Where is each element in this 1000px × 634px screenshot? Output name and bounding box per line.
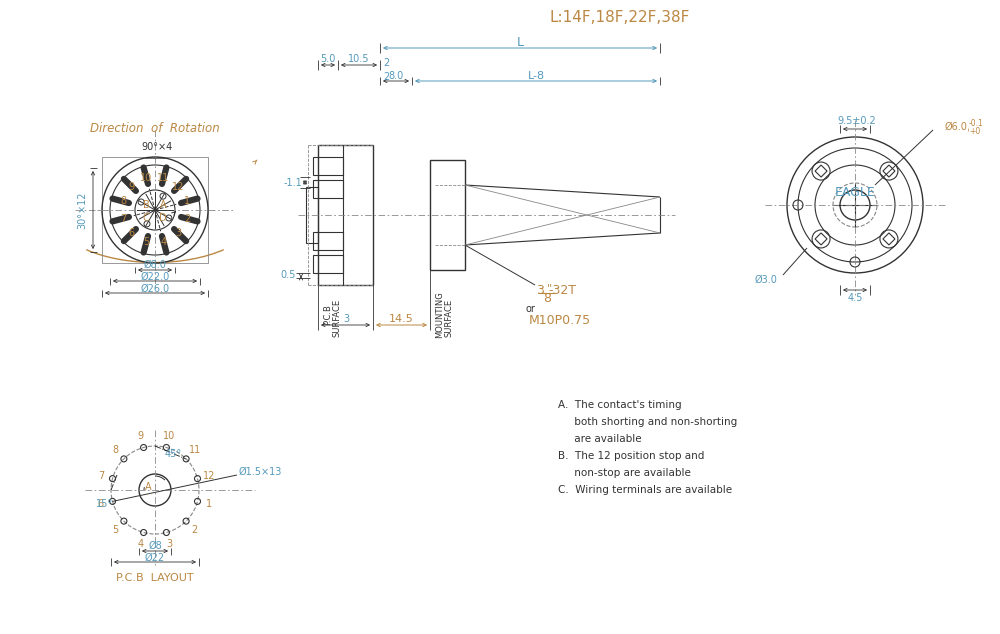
Text: ": "	[547, 283, 553, 293]
Text: 6: 6	[129, 228, 135, 238]
Text: 90°×4: 90°×4	[141, 142, 173, 152]
Text: C.  Wiring terminals are available: C. Wiring terminals are available	[558, 485, 732, 495]
Text: -0.1: -0.1	[969, 119, 984, 129]
Text: 5: 5	[112, 524, 119, 534]
Text: 2: 2	[191, 524, 198, 534]
Bar	[313, 157, 343, 175]
Text: 6: 6	[98, 500, 104, 510]
Text: Ø8: Ø8	[148, 541, 162, 551]
Text: L: L	[516, 36, 524, 48]
Text: Ø26.0: Ø26.0	[140, 284, 170, 294]
Text: 1: 1	[206, 500, 212, 510]
Text: 4.5: 4.5	[847, 293, 863, 303]
Text: Ø3.0: Ø3.0	[754, 275, 777, 285]
Text: Direction  of  Rotation: Direction of Rotation	[90, 122, 220, 134]
Text: 9: 9	[137, 431, 144, 441]
Text: -1.1: -1.1	[284, 178, 302, 188]
Text: 4: 4	[137, 539, 144, 549]
Text: MOUNTING: MOUNTING	[436, 292, 444, 339]
Text: 10: 10	[140, 173, 153, 183]
Bar	[313, 255, 343, 273]
Text: 7: 7	[120, 214, 126, 224]
Text: Ø6.0: Ø6.0	[945, 122, 968, 132]
Text: 8: 8	[543, 292, 551, 304]
Text: A.  The contact's timing: A. The contact's timing	[558, 400, 682, 410]
Text: 9.5±0.2: 9.5±0.2	[838, 116, 876, 126]
Bar	[318, 145, 373, 285]
Text: 0.5: 0.5	[280, 270, 296, 280]
Text: +0: +0	[969, 127, 980, 136]
Text: 14.5: 14.5	[389, 314, 413, 324]
Text: 8: 8	[120, 197, 126, 207]
Bar	[313, 180, 343, 198]
Text: L:14F,18F,22F,38F: L:14F,18F,22F,38F	[550, 11, 690, 25]
Text: 11: 11	[188, 446, 201, 455]
Text: 10.5: 10.5	[348, 54, 370, 64]
Text: non-stop are available: non-stop are available	[558, 468, 691, 478]
Bar	[430, 160, 465, 270]
Text: SURFACE: SURFACE	[444, 299, 454, 337]
Text: 8: 8	[112, 446, 118, 455]
Text: 7: 7	[98, 470, 104, 481]
Text: SURFACE: SURFACE	[332, 299, 342, 337]
Text: 5.0: 5.0	[320, 54, 336, 64]
Text: M10P0.75: M10P0.75	[529, 314, 591, 328]
Text: 11: 11	[157, 173, 170, 183]
Text: 10: 10	[163, 431, 176, 441]
Text: A: A	[145, 482, 151, 492]
Text: -32T: -32T	[548, 283, 576, 297]
Text: 4: 4	[160, 237, 167, 247]
Text: 8.0: 8.0	[388, 71, 404, 81]
Text: A: A	[160, 200, 166, 210]
Text: 30°×12: 30°×12	[77, 191, 87, 229]
Text: 9: 9	[129, 182, 135, 191]
Text: 5: 5	[143, 237, 150, 247]
Text: 1: 1	[184, 197, 190, 207]
Text: Ø22: Ø22	[145, 553, 165, 563]
Text: C: C	[143, 213, 149, 223]
Text: EAGLE: EAGLE	[835, 186, 875, 200]
Text: 3: 3	[536, 283, 544, 297]
Text: P.C.B  LAYOUT: P.C.B LAYOUT	[116, 573, 194, 583]
Text: 45°: 45°	[164, 449, 182, 459]
Text: 2: 2	[383, 72, 389, 82]
Text: Ø22.0: Ø22.0	[140, 272, 170, 282]
Text: 15°: 15°	[96, 499, 114, 509]
Text: P.C.B: P.C.B	[324, 304, 332, 325]
Text: L-8: L-8	[527, 71, 545, 81]
Text: 3: 3	[175, 228, 181, 238]
Text: both shorting and non-shorting: both shorting and non-shorting	[558, 417, 737, 427]
Text: 3: 3	[343, 314, 349, 324]
Text: are available: are available	[558, 434, 642, 444]
Text: B.  The 12 position stop and: B. The 12 position stop and	[558, 451, 704, 461]
Text: Ø1.5×13: Ø1.5×13	[238, 467, 282, 477]
Text: 2: 2	[383, 58, 389, 68]
Bar	[306, 187, 318, 243]
Bar	[313, 232, 343, 250]
Text: B: B	[143, 200, 149, 210]
Text: 2: 2	[184, 214, 190, 224]
Bar	[102, 157, 208, 263]
Text: Ø8.0: Ø8.0	[144, 260, 166, 270]
Text: or: or	[525, 304, 535, 314]
Text: 12: 12	[203, 470, 215, 481]
Text: 3: 3	[166, 539, 173, 549]
Text: D: D	[159, 213, 167, 223]
Text: 12: 12	[172, 182, 185, 191]
